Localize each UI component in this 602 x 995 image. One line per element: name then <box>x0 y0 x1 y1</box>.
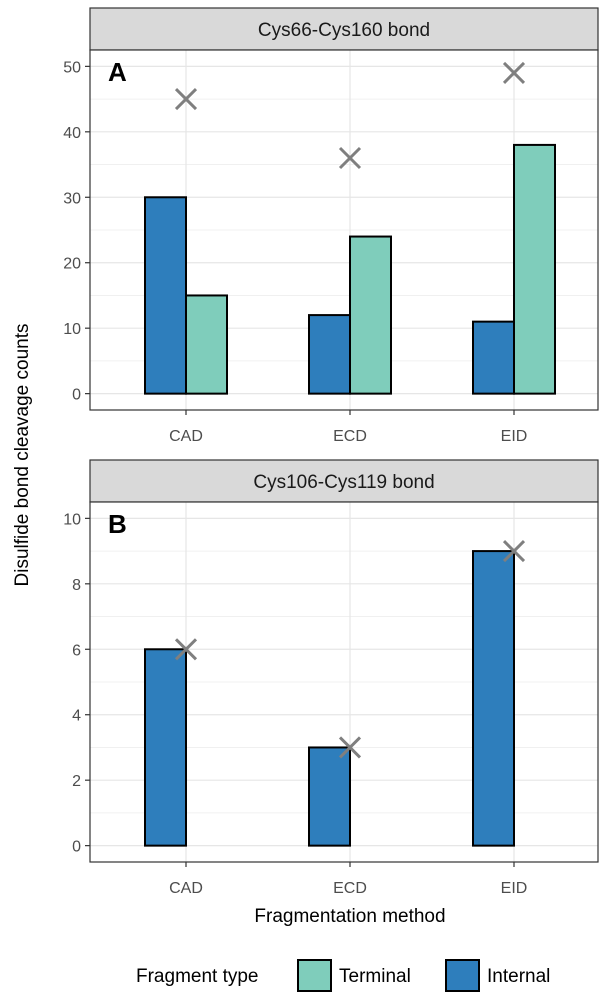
y-tick-label: 30 <box>63 190 81 207</box>
bar-internal-cad <box>144 648 187 847</box>
panel-letter: A <box>108 57 127 87</box>
y-tick-label: 0 <box>72 387 81 404</box>
y-tick-label: 40 <box>63 125 81 142</box>
bar-internal-ecd <box>308 746 351 847</box>
y-tick-label: 8 <box>72 577 81 594</box>
y-tick-label: 2 <box>72 773 81 790</box>
bar-terminal-cad <box>185 294 228 395</box>
panel-A: Cys66-Cys160 bond 0 10 20 30 40 50 CAD ECD EID A <box>63 7 599 445</box>
panel-border <box>89 501 599 863</box>
total-marker-ecd <box>338 146 362 170</box>
total-marker-eid <box>502 61 526 84</box>
bar-internal-eid <box>472 320 515 395</box>
y-tick-label: 10 <box>63 321 81 338</box>
x-tick-label: ECD <box>333 880 367 897</box>
total-marker-eid <box>502 540 526 563</box>
legend-key-terminal <box>297 959 332 992</box>
x-axis-title: Fragmentation method <box>254 906 445 927</box>
bar-terminal-eid <box>513 143 556 395</box>
x-tick-label: CAD <box>169 880 203 897</box>
bar-terminal-ecd <box>349 235 392 395</box>
facet-strip <box>89 7 599 51</box>
y-tick-label: 6 <box>72 642 81 659</box>
total-marker-ecd <box>338 736 362 759</box>
y-tick-label: 0 <box>72 839 81 856</box>
y-axis-title: Disulfide bond cleavage counts <box>12 323 33 586</box>
facet-strip-title: Cys106-Cys119 bond <box>253 472 434 493</box>
legend: Fragment type Terminal Internal <box>136 959 550 992</box>
y-tick-label: 20 <box>63 256 81 273</box>
legend-entry-terminal: Terminal <box>297 959 411 992</box>
legend-entries: Terminal Internal <box>297 959 550 992</box>
panel-letter: B <box>108 509 127 539</box>
bar-internal-cad <box>144 196 187 395</box>
bar-internal-eid <box>472 550 515 847</box>
facet-strip-title: Cys66-Cys160 bond <box>258 20 430 41</box>
panel-B: Cys106-Cys119 bond 0 2 4 6 8 10 CAD ECD EID B <box>63 459 599 897</box>
legend-key-internal <box>445 959 480 992</box>
bar-internal-ecd <box>308 314 351 395</box>
total-marker-cad <box>174 88 198 111</box>
legend-entry-internal: Internal <box>445 959 550 992</box>
legend-label-terminal: Terminal <box>339 966 411 987</box>
y-tick-label: 4 <box>72 708 81 725</box>
facet-strip <box>89 459 599 503</box>
total-marker-cad <box>174 638 198 661</box>
x-tick-label: EID <box>501 880 528 897</box>
legend-label-internal: Internal <box>487 966 550 987</box>
y-tick-label: 50 <box>63 59 81 76</box>
x-tick-label: EID <box>501 428 528 445</box>
panel-border <box>89 49 599 411</box>
y-tick-label: 10 <box>63 511 81 528</box>
x-tick-label: CAD <box>169 428 203 445</box>
legend-title: Fragment type <box>136 966 259 987</box>
x-tick-label: ECD <box>333 428 367 445</box>
